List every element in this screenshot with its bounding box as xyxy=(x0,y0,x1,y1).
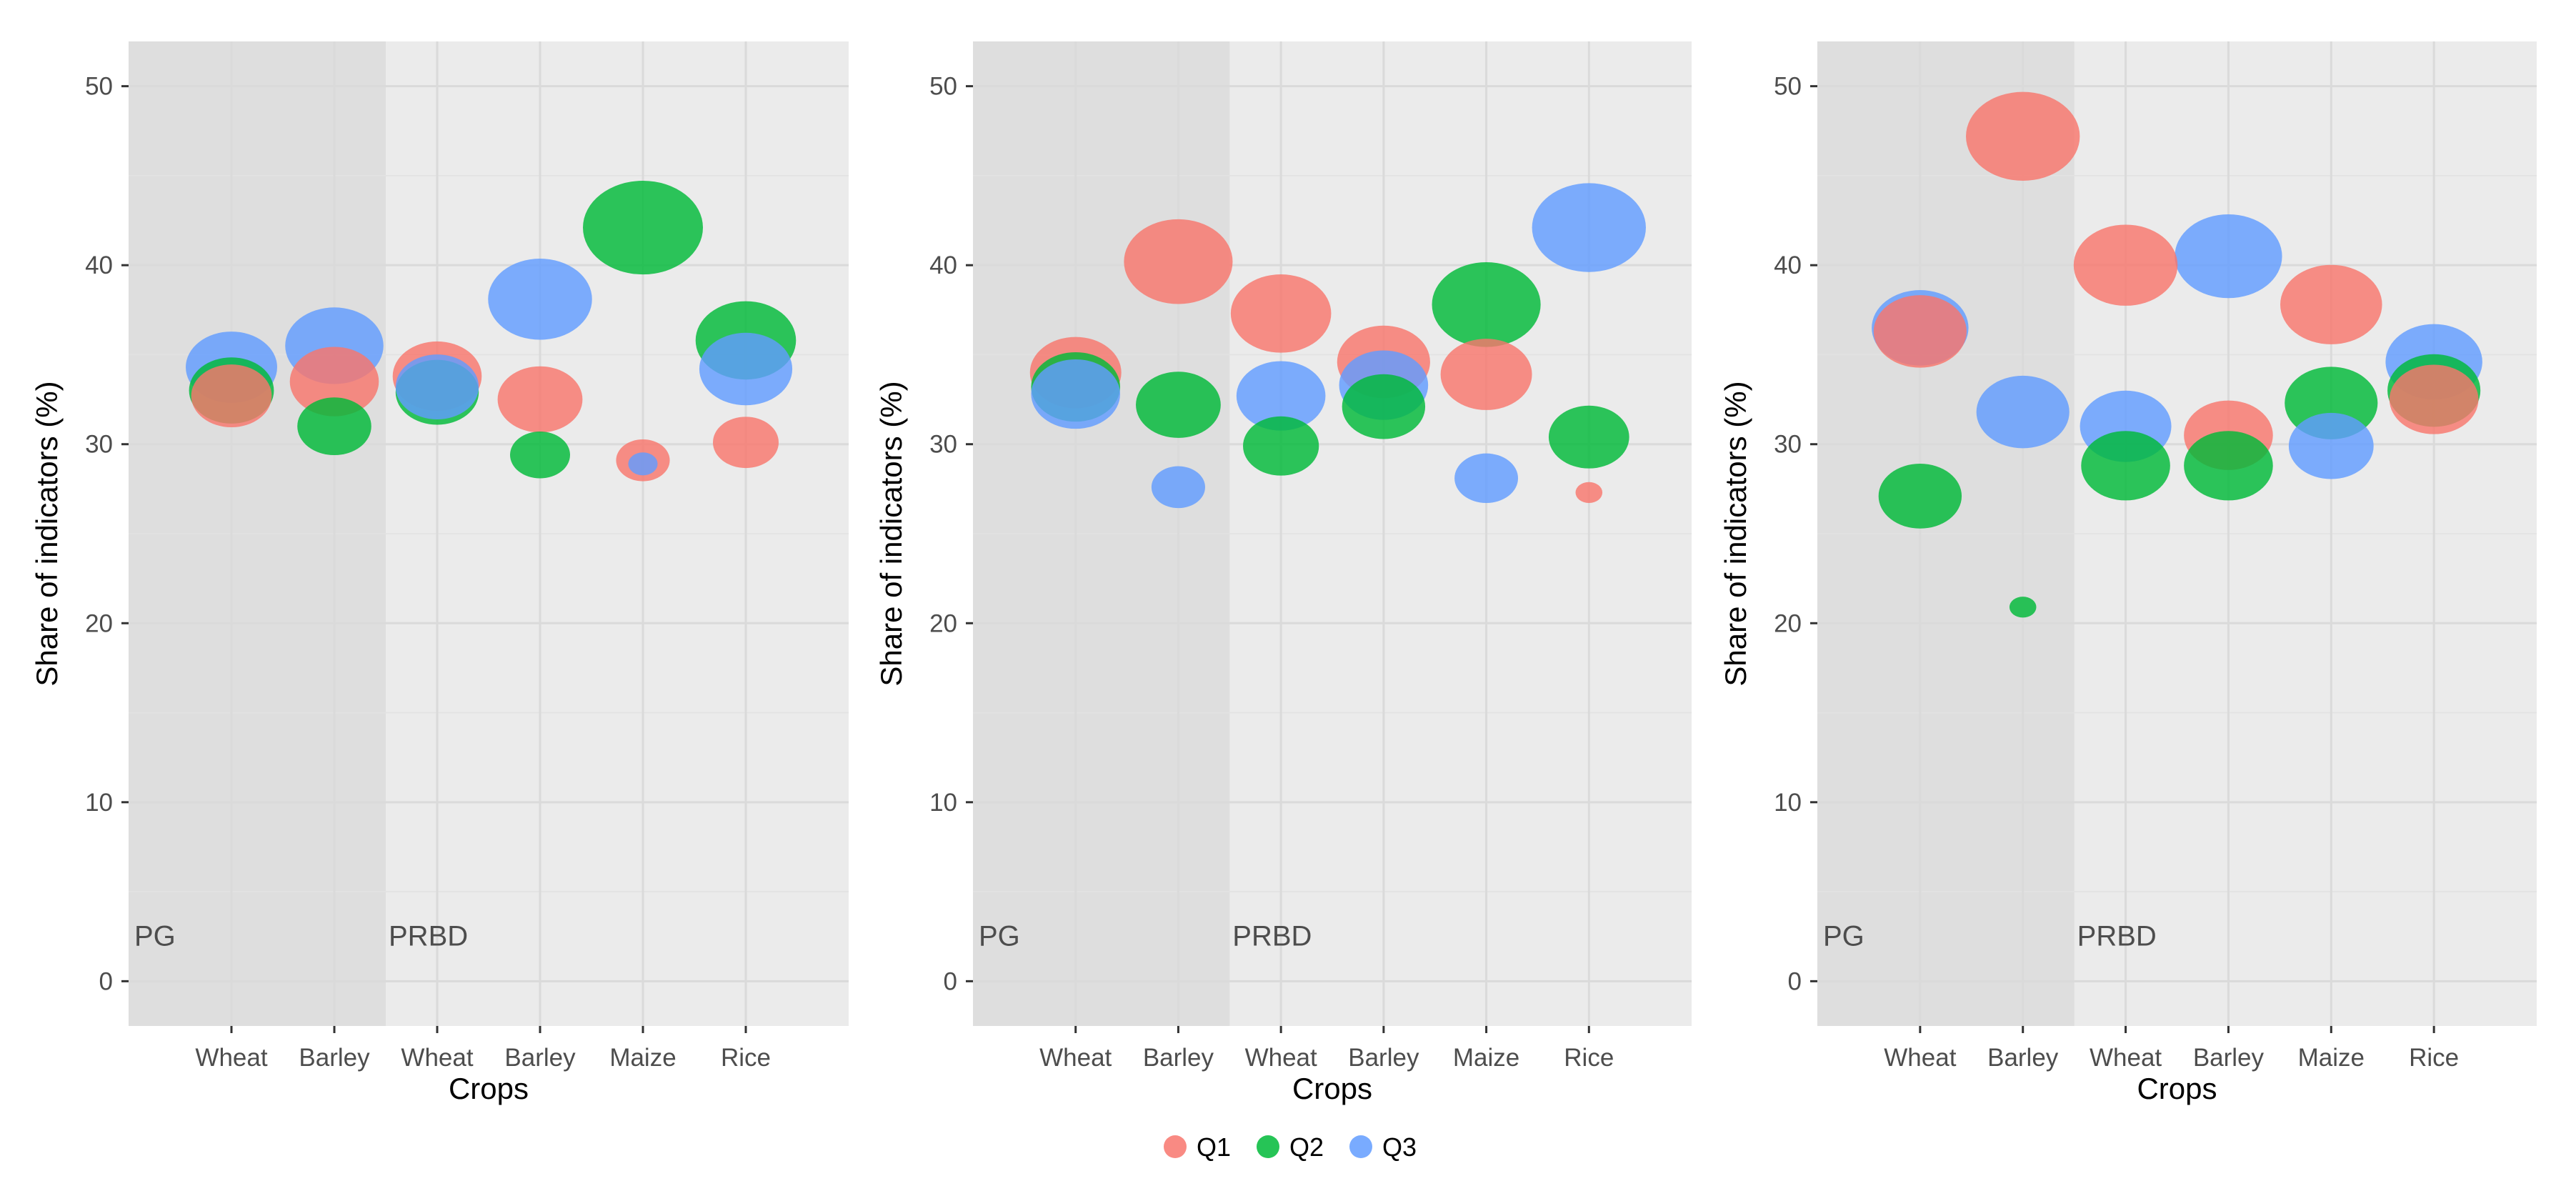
x-axis-title: Crops xyxy=(2137,1072,2217,1105)
bubble-q1-rice xyxy=(712,417,779,469)
panel-2: PG PRBD 0 10 20 30 40 50 Wheat Barley Wheat Barley M… xyxy=(874,41,1692,1105)
group-label-pg: PG xyxy=(134,920,176,952)
bubble-q3-barley xyxy=(2175,214,2282,299)
bubble-q2-wheat xyxy=(2081,431,2170,501)
bubble-q1-maize xyxy=(2280,264,2382,344)
bubble-q2-barley xyxy=(510,432,570,479)
bubble-q3-maize xyxy=(2288,412,2374,479)
group-label-prbd: PRBD xyxy=(2077,920,2157,952)
x-tick-label: Maize xyxy=(1453,1044,1519,1072)
x-tick-label: Wheat xyxy=(1039,1044,1112,1072)
bubble-q3-barley xyxy=(1151,466,1205,509)
bubble-q3-wheat xyxy=(1236,361,1326,431)
bubble-q3-wheat xyxy=(1031,359,1121,429)
y-axis-title: Share of indicators (%) xyxy=(1719,381,1752,686)
x-tick-label: Barley xyxy=(1987,1044,2059,1072)
bubble-q1-wheat xyxy=(1873,295,1967,368)
x-axis-title: Crops xyxy=(1292,1072,1372,1105)
legend-label-q3: Q3 xyxy=(1382,1132,1417,1162)
y-tick-label: 0 xyxy=(944,967,957,995)
bubble-q1-wheat xyxy=(1230,274,1332,353)
legend-key-q1 xyxy=(1164,1135,1187,1158)
bubble-q2-barley xyxy=(1136,372,1221,438)
y-tick-label: 20 xyxy=(85,609,113,637)
bubble-q2-rice xyxy=(1548,405,1629,469)
y-tick-label: 40 xyxy=(85,251,113,279)
x-tick-label: Wheat xyxy=(1884,1044,1956,1072)
legend-key-q2 xyxy=(1257,1135,1279,1158)
bubble-q1-barley xyxy=(1124,219,1233,304)
y-tick-label: 10 xyxy=(1774,789,1802,817)
y-axis-title: Share of indicators (%) xyxy=(30,381,64,686)
bubble-q2-maize xyxy=(583,181,703,275)
y-tick-label: 30 xyxy=(1774,431,1802,459)
bubble-q1-rice xyxy=(1575,482,1603,504)
legend-key-q3 xyxy=(1349,1135,1372,1158)
x-tick-label: Barley xyxy=(1143,1044,1214,1072)
y-tick-label: 50 xyxy=(1774,73,1802,101)
x-tick-label: Wheat xyxy=(1245,1044,1317,1072)
y-tick-label: 50 xyxy=(85,73,113,101)
x-tick-label: Rice xyxy=(1564,1044,1614,1072)
group-label-pg: PG xyxy=(1823,920,1864,952)
bubble-q2-maize xyxy=(1432,261,1541,347)
y-tick-label: 30 xyxy=(85,431,113,459)
bubble-q1-barley xyxy=(289,347,379,417)
bubble-q2-barley xyxy=(1342,374,1426,439)
x-tick-label: Wheat xyxy=(401,1044,473,1072)
bubble-q3-maize xyxy=(628,452,658,476)
panel-3: PG PRBD 0 10 20 30 40 50 Wheat Barley Wheat Barley M… xyxy=(1719,41,2537,1105)
bubble-q3-rice xyxy=(699,332,793,406)
bubble-q1-wheat xyxy=(191,364,272,428)
y-tick-label: 50 xyxy=(929,73,957,101)
x-tick-label: Wheat xyxy=(195,1044,267,1072)
bubble-q3-wheat xyxy=(395,354,479,419)
group-label-prbd: PRBD xyxy=(389,920,468,952)
x-tick-label: Barley xyxy=(1348,1044,1419,1072)
y-axis-title: Share of indicators (%) xyxy=(874,381,908,686)
bubble-q2-barley xyxy=(2184,431,2273,501)
bubble-q1-wheat xyxy=(2073,224,2178,306)
bubble-q2-barley xyxy=(2009,597,2037,618)
bubble-q3-barley xyxy=(1976,375,2070,449)
bubble-q3-maize xyxy=(1454,453,1519,504)
legend-label-q1: Q1 xyxy=(1197,1132,1231,1162)
y-tick-label: 10 xyxy=(929,789,957,817)
x-tick-label: Barley xyxy=(504,1044,576,1072)
bubble-q2-barley xyxy=(297,397,371,456)
bubble-q2-wheat xyxy=(1243,416,1319,476)
bubble-q1-rice xyxy=(2389,364,2479,434)
y-tick-label: 30 xyxy=(929,431,957,459)
x-tick-label: Barley xyxy=(299,1044,370,1072)
group-label-pg: PG xyxy=(979,920,1020,952)
bubble-q3-barley xyxy=(488,259,592,340)
legend: Q1 Q2 Q3 xyxy=(1164,1132,1417,1162)
bubble-q3-rice xyxy=(1532,183,1646,272)
panel-1: PG PRBD 0 10 20 30 40 50 Wheat Barley Wheat Barley M… xyxy=(30,41,849,1105)
x-tick-label: Rice xyxy=(721,1044,771,1072)
x-tick-label: Maize xyxy=(609,1044,676,1072)
y-tick-label: 0 xyxy=(1788,967,1802,995)
bubble-q1-barley xyxy=(1966,91,2080,181)
legend-label-q2: Q2 xyxy=(1289,1132,1324,1162)
y-tick-label: 20 xyxy=(1774,609,1802,637)
y-tick-label: 40 xyxy=(929,251,957,279)
bubble-q1-maize xyxy=(1440,339,1532,410)
group-label-prbd: PRBD xyxy=(1232,920,1312,952)
y-tick-label: 0 xyxy=(99,967,113,995)
x-tick-label: Rice xyxy=(2409,1044,2459,1072)
bubble-q1-barley xyxy=(497,366,583,433)
x-tick-label: Barley xyxy=(2193,1044,2265,1072)
x-tick-label: Maize xyxy=(2298,1044,2365,1072)
y-tick-label: 20 xyxy=(929,609,957,637)
y-tick-label: 40 xyxy=(1774,251,1802,279)
y-tick-label: 10 xyxy=(85,789,113,817)
x-tick-label: Wheat xyxy=(2090,1044,2162,1072)
x-axis-title: Crops xyxy=(449,1072,529,1105)
bubble-q2-wheat xyxy=(1878,463,1962,529)
